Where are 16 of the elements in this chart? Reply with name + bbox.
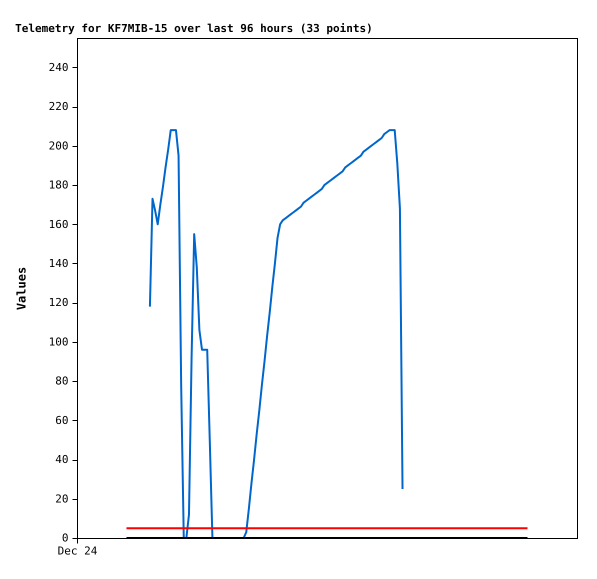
y-tick-label: 120 <box>48 296 68 310</box>
chart-title: Telemetry for KF7MIB-15 over last 96 hours (33 points) <box>15 22 373 35</box>
y-tick-label: 40 <box>55 453 68 466</box>
y-tick-label: 220 <box>48 100 68 114</box>
y-tick-label: 60 <box>55 414 68 427</box>
y-tick-label: 20 <box>55 492 68 506</box>
y-tick-label: 140 <box>48 256 68 270</box>
y-tick-label: 0 <box>62 532 68 544</box>
y-tick-label: 160 <box>48 218 68 231</box>
y-tick-label: 100 <box>48 335 68 348</box>
y-tick-label: 240 <box>48 60 68 74</box>
y-tick-label: 80 <box>55 374 68 388</box>
y-tick-label: 180 <box>48 178 68 192</box>
y-axis-title: Values <box>14 266 29 310</box>
y-tick-label: 200 <box>48 139 68 152</box>
x-tick-label: Dec 24 <box>58 544 98 558</box>
